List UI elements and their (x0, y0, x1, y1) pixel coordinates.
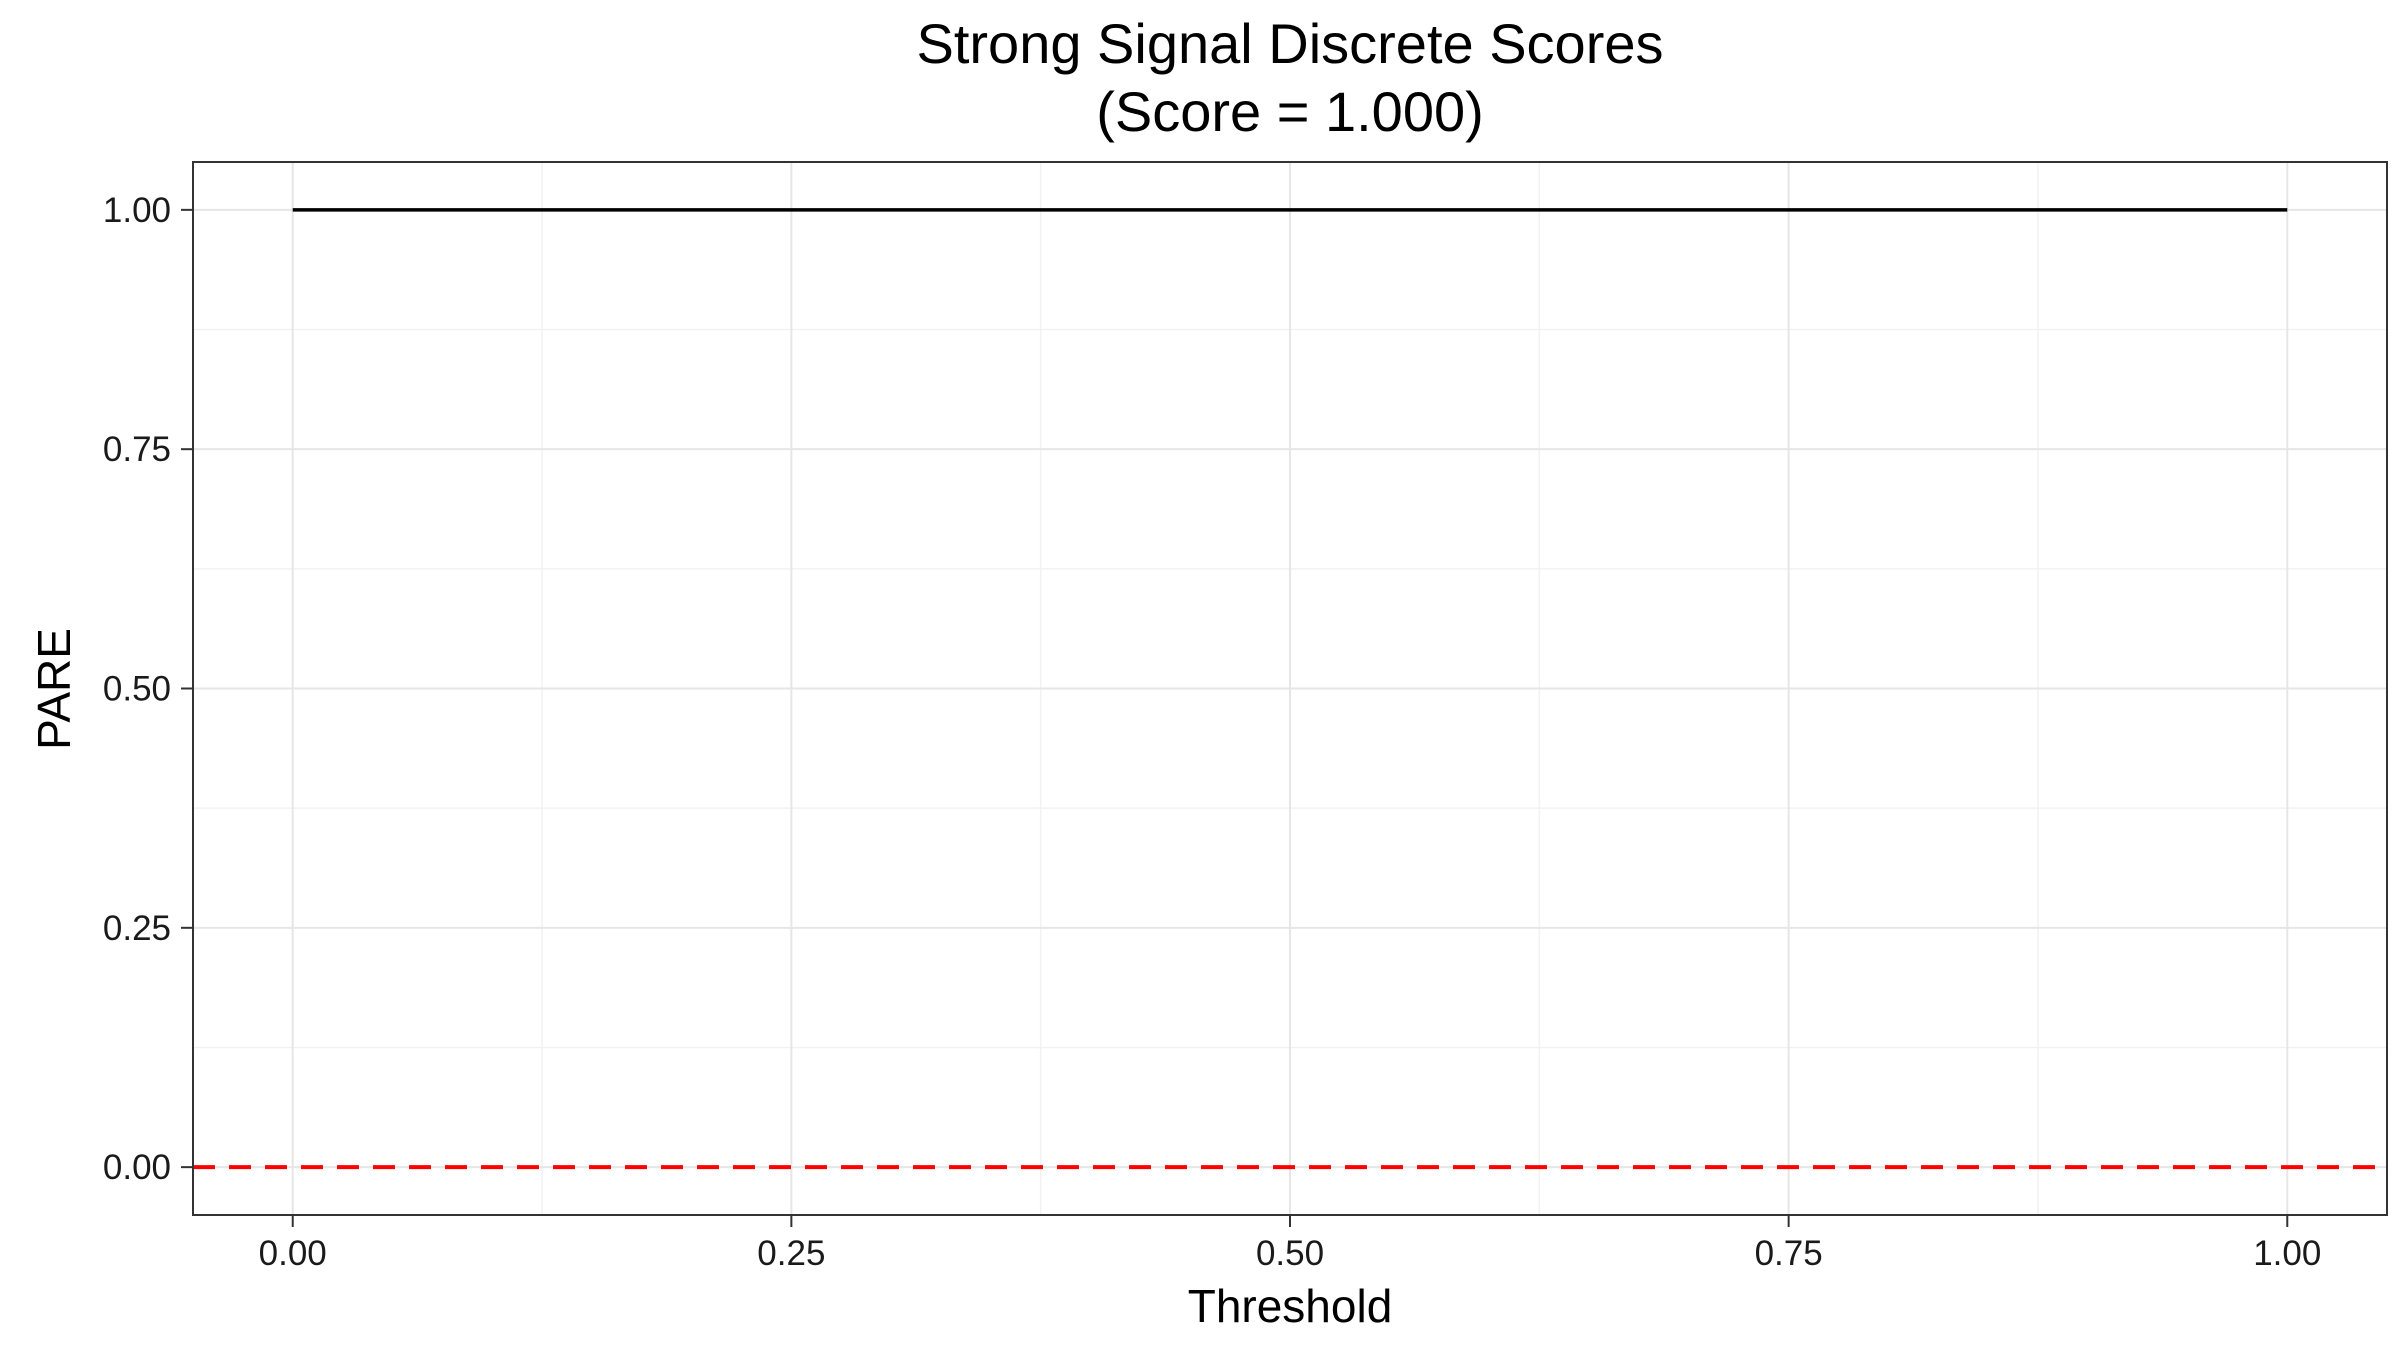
chart-subtitle: (Score = 1.000) (1096, 80, 1484, 143)
chart-title: Strong Signal Discrete Scores (916, 12, 1663, 75)
x-axis: 0.00 0.25 0.50 0.75 1.00 (259, 1215, 2321, 1273)
y-tick-label: 0.75 (103, 430, 171, 469)
x-axis-title: Threshold (1188, 1280, 1393, 1332)
x-tick-label: 0.25 (757, 1234, 825, 1273)
x-tick-label: 0.50 (1256, 1234, 1324, 1273)
x-tick-label: 0.75 (1755, 1234, 1823, 1273)
y-tick-label: 0.25 (103, 909, 171, 948)
y-axis: 0.00 0.25 0.50 0.75 1.00 (103, 191, 193, 1187)
y-tick-label: 0.00 (103, 1148, 171, 1187)
y-axis-title: PARE (28, 628, 80, 750)
x-tick-label: 0.00 (259, 1234, 327, 1273)
y-tick-label: 1.00 (103, 191, 171, 230)
x-tick-label: 1.00 (2253, 1234, 2321, 1273)
y-tick-label: 0.50 (103, 670, 171, 709)
